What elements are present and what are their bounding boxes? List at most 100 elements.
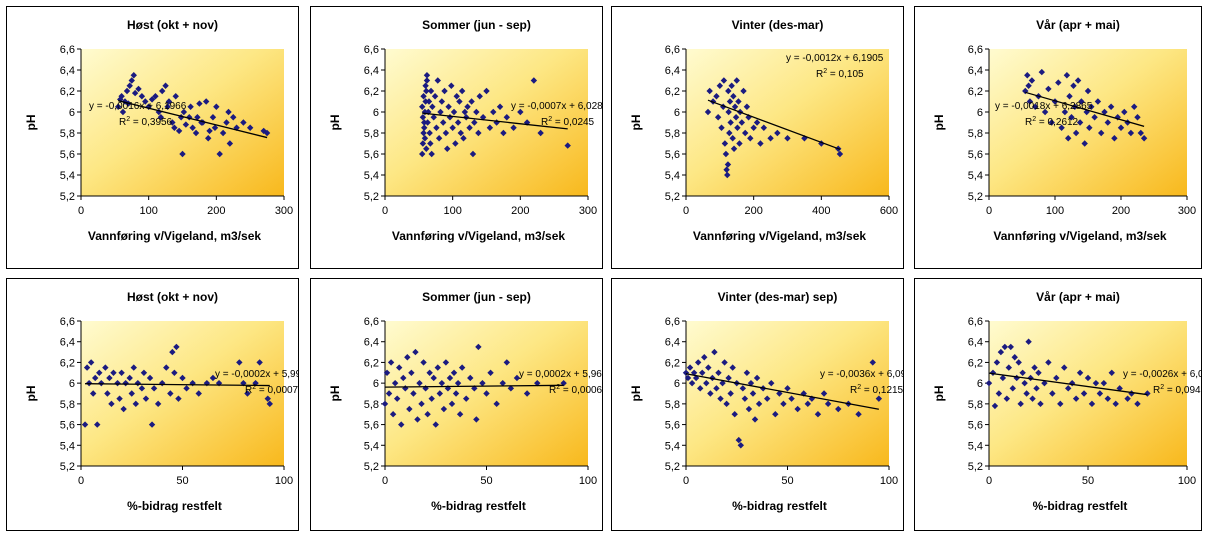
- data-point: [148, 96, 156, 103]
- plot-area: [81, 321, 284, 466]
- x-tick-label: 0: [986, 205, 992, 217]
- data-point: [138, 385, 146, 392]
- data-point: [452, 140, 459, 147]
- scatter-chart: Sommer (jun - sep) 5,2 5,4 5,6 5,8 6 6,2 6,4 6,6…: [328, 290, 602, 513]
- data-point: [469, 150, 477, 158]
- data-point: [464, 103, 471, 110]
- data-point: [739, 385, 747, 392]
- data-point: [180, 108, 188, 116]
- data-point: [266, 400, 273, 408]
- data-point: [387, 359, 395, 366]
- data-point: [165, 98, 173, 105]
- data-point: [490, 108, 497, 116]
- chart-title: Vår (apr + mai): [1036, 18, 1120, 32]
- y-tick-label: 5,4: [968, 170, 983, 182]
- scatter-chart: Høst (okt + nov) 5,2 5,4 5,6 5,8 6 6,2 6,4 6,6 0 1…: [24, 18, 293, 243]
- y-tick-label: 6,6: [60, 316, 75, 328]
- data-point: [119, 108, 127, 116]
- plot-area: [81, 49, 284, 196]
- y-tick-label: 6,2: [968, 357, 983, 369]
- data-point: [183, 385, 190, 392]
- r-squared-label: R2 = 0,0007: [245, 384, 298, 396]
- data-point: [171, 369, 178, 376]
- data-point: [424, 119, 431, 126]
- y-tick-label: 5,4: [364, 170, 379, 182]
- data-point: [452, 390, 460, 397]
- data-point: [98, 379, 105, 387]
- data-point: [142, 98, 149, 105]
- y-tick-label: 6,2: [60, 86, 75, 98]
- data-point: [102, 364, 109, 371]
- chart-panel-8: Vår (apr + mai) 5,2 5,4 5,6 5,8 6 6,2 6,4 6,6 0 50…: [914, 278, 1202, 531]
- data-point: [140, 369, 148, 376]
- data-point: [169, 348, 176, 356]
- data-point: [195, 390, 202, 397]
- data-point: [471, 119, 478, 126]
- y-tick-label: 5,4: [364, 440, 379, 452]
- data-point: [1033, 385, 1040, 392]
- x-tick-label: 600: [880, 205, 898, 217]
- y-tick-label: 6,2: [60, 357, 75, 369]
- data-point: [1096, 390, 1104, 397]
- data-point: [445, 103, 452, 110]
- y-tick-label: 6,4: [364, 337, 379, 349]
- data-point: [1072, 395, 1080, 402]
- y-tick-label: 6,4: [60, 65, 75, 77]
- y-tick-label: 5,6: [968, 149, 983, 161]
- chart-panel-1: Høst (okt + nov) 5,2 5,4 5,6 5,8 6 6,2 6,4 6,6 0 1…: [6, 6, 299, 269]
- data-point: [725, 108, 732, 116]
- data-point: [115, 103, 122, 110]
- data-point: [682, 369, 690, 376]
- y-tick-label: 6,4: [665, 337, 680, 349]
- y-tick-label: 5,4: [60, 170, 75, 182]
- data-point: [120, 405, 127, 413]
- scatter-chart: Vinter (des-mar) 5,2 5,4 5,6 5,8 6 6,2 6,4 6,6 0 2…: [629, 18, 898, 243]
- data-point: [426, 129, 433, 137]
- data-point: [1063, 72, 1071, 79]
- data-point: [794, 405, 801, 413]
- trendline: [85, 383, 270, 387]
- y-tick-label: 5,8: [968, 128, 983, 140]
- y-tick-label: 6: [69, 378, 75, 390]
- y-tick-label: 5,6: [60, 149, 75, 161]
- r-squared-label: R2 = 0,0942: [1153, 384, 1201, 396]
- chart-title: Sommer (jun - sep): [422, 18, 531, 32]
- data-point: [1094, 98, 1102, 105]
- y-tick-label: 6,4: [665, 65, 680, 77]
- data-point: [740, 87, 747, 95]
- y-tick-label: 5,8: [60, 399, 75, 411]
- data-point: [96, 369, 103, 376]
- data-point: [416, 379, 423, 387]
- data-point: [499, 379, 506, 387]
- data-point: [164, 103, 171, 110]
- data-point: [456, 411, 464, 418]
- data-point: [383, 369, 391, 376]
- data-point: [206, 127, 213, 135]
- data-point: [423, 87, 430, 95]
- x-tick-label: 50: [1082, 475, 1094, 487]
- x-tick-label: 100: [275, 475, 293, 487]
- data-point: [87, 359, 95, 366]
- r-squared-label: R2 = 0,0006: [549, 384, 602, 396]
- data-point: [721, 140, 729, 147]
- data-point: [707, 390, 714, 397]
- data-point: [745, 114, 752, 121]
- data-point: [126, 82, 133, 89]
- y-tick-label: 5,4: [968, 440, 983, 452]
- data-point: [722, 150, 730, 158]
- x-tick-label: 0: [78, 475, 84, 487]
- data-point: [427, 140, 434, 147]
- chart-panel-7: Vinter (des-mar) sep) 5,2 5,4 5,6 5,8 6 6,2 6,4…: [611, 278, 904, 531]
- data-point: [173, 343, 180, 351]
- y-tick-label: 6,6: [968, 316, 983, 328]
- data-point: [428, 395, 435, 402]
- data-point: [83, 364, 91, 371]
- plot-area: [989, 49, 1187, 196]
- data-point: [458, 87, 466, 95]
- x-tick-label: 100: [1178, 475, 1196, 487]
- data-point: [1101, 108, 1108, 116]
- y-tick-label: 6,2: [364, 86, 379, 98]
- data-point: [776, 390, 783, 397]
- data-point: [159, 87, 166, 95]
- data-point: [152, 93, 159, 100]
